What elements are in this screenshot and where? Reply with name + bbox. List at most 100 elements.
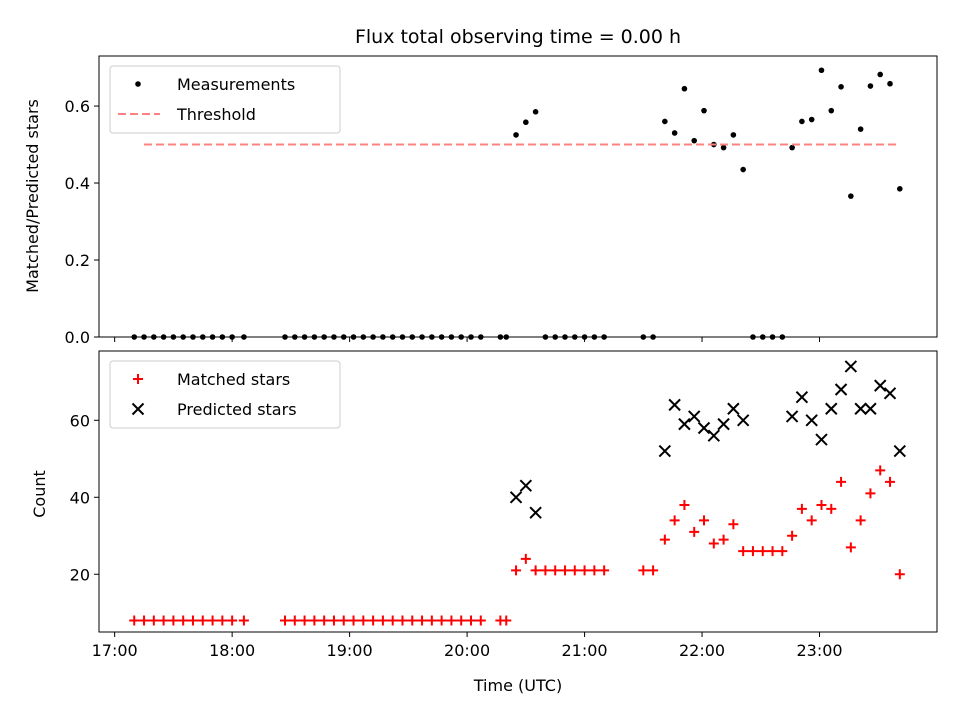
matched-stars-point	[845, 542, 856, 553]
matched-stars-point	[638, 565, 649, 576]
matched-stars-point	[338, 615, 349, 626]
top-y-tick-label: 0.4	[65, 174, 90, 193]
matched-stars-point	[168, 615, 179, 626]
predicted-stars-point	[736, 414, 750, 427]
matched-stars-point	[129, 615, 140, 626]
predicted-stars-point	[893, 444, 907, 458]
matched-stars-point	[139, 615, 150, 626]
matched-stars-point	[559, 565, 570, 576]
legend-measurements-swatch	[135, 81, 141, 87]
predicted-stars-point	[883, 387, 897, 400]
bottom-legend-box	[109, 360, 341, 429]
matched-stars-point	[358, 615, 369, 626]
matched-stars-point	[475, 615, 486, 626]
matched-stars-point	[599, 565, 610, 576]
measurement-point	[857, 126, 864, 132]
measurement-point	[896, 186, 903, 192]
predicted-stars-point	[658, 444, 672, 458]
predicted-stars-point	[727, 402, 740, 415]
matched-stars-point	[426, 615, 437, 626]
matched-stars-point	[699, 515, 710, 526]
chart-title: Flux total observing time = 0.00 h	[355, 26, 681, 48]
top-panel: 0.0 0.2 0.4 0.6 Measurements Threshold	[65, 55, 938, 347]
matched-stars-point	[328, 615, 339, 626]
measurement-point	[867, 83, 874, 89]
matched-stars-point	[689, 526, 700, 537]
measurement-point	[523, 119, 529, 126]
predicted-stars-point	[529, 506, 542, 519]
measurement-point	[730, 132, 737, 138]
bottom-x-tick-label: 18:00	[209, 641, 255, 660]
matched-stars-point	[348, 615, 359, 626]
matched-stars-point	[718, 534, 729, 545]
top-legend-box	[109, 65, 341, 134]
matched-stars-point	[816, 499, 827, 510]
matched-stars-point	[520, 553, 531, 564]
matched-stars-point	[466, 615, 477, 626]
measurement-point	[808, 116, 815, 123]
matched-stars-point	[511, 565, 522, 576]
predicted-stars-point	[825, 402, 838, 415]
bottom-y-tick-label: 20	[70, 565, 90, 584]
matched-stars-point	[319, 615, 330, 626]
matched-stars-point	[289, 615, 300, 626]
measurement-point	[848, 193, 854, 199]
predicted-stars-point	[697, 421, 711, 435]
top-legend-label: Measurements	[177, 75, 295, 94]
bottom-y-tick-label: 40	[70, 488, 90, 507]
bottom-y-tick-label: 60	[70, 411, 90, 430]
bottom-x-tick-label: 21:00	[562, 641, 608, 660]
matched-stars-point	[747, 546, 758, 557]
matched-stars-point	[446, 615, 457, 626]
matched-stars-point	[407, 615, 418, 626]
matched-stars-point	[550, 565, 561, 576]
measurement-point	[701, 107, 707, 114]
legend-predicted-swatch	[131, 402, 145, 416]
measurement-point	[789, 144, 795, 151]
predicted-stars-point	[795, 390, 809, 404]
bottom-legend-label: Predicted stars	[177, 400, 297, 419]
measurement-point	[818, 67, 825, 74]
measurement-point	[662, 118, 668, 125]
measurement-point	[877, 71, 884, 78]
matched-stars-point	[501, 615, 512, 626]
predicted-stars-point	[864, 402, 877, 415]
matched-stars-point	[738, 546, 749, 557]
top-legend-label: Threshold	[176, 105, 256, 124]
predicted-stars-point	[707, 429, 721, 442]
x-axis-label: Time (UTC)	[473, 676, 562, 695]
bottom-x-tick-label: 22:00	[679, 641, 725, 660]
matched-stars-point	[777, 546, 788, 557]
predicted-stars-point	[805, 414, 818, 427]
bottom-x-tick-label: 19:00	[327, 641, 373, 660]
matched-stars-point	[728, 519, 739, 530]
predicted-stars-point	[688, 410, 701, 423]
predicted-stars-point	[678, 417, 691, 431]
matched-stars-point	[436, 615, 447, 626]
bottom-x-tick-label: 20:00	[444, 641, 490, 660]
predicted-stars-point	[834, 383, 848, 396]
matched-stars-point	[368, 615, 379, 626]
matched-stars-point	[796, 503, 807, 514]
measurement-point	[838, 83, 844, 90]
matched-stars-point	[540, 565, 551, 576]
matched-stars-point	[836, 476, 847, 487]
matched-stars-point	[875, 465, 886, 476]
predicted-stars-point	[874, 379, 887, 392]
bottom-panel: 17:00 18:00 19:00 20:00 21:00 22:00 23:00 20 40 6…	[70, 350, 938, 660]
matched-stars-point	[579, 565, 590, 576]
matched-stars-point	[158, 615, 169, 626]
top-y-tick-label: 0.2	[65, 251, 90, 270]
matched-stars-point	[207, 615, 218, 626]
matched-stars-point	[377, 615, 388, 626]
matched-stars-point	[530, 565, 541, 576]
measurement-point	[681, 85, 688, 92]
matched-stars-point	[280, 615, 291, 626]
matched-stars-point	[826, 503, 837, 514]
predicted-stars-point	[785, 410, 799, 423]
matched-stars-point	[589, 565, 600, 576]
bottom-legend-label: Matched stars	[177, 370, 290, 389]
matched-stars-point	[659, 534, 670, 545]
measurement-point	[671, 130, 678, 136]
